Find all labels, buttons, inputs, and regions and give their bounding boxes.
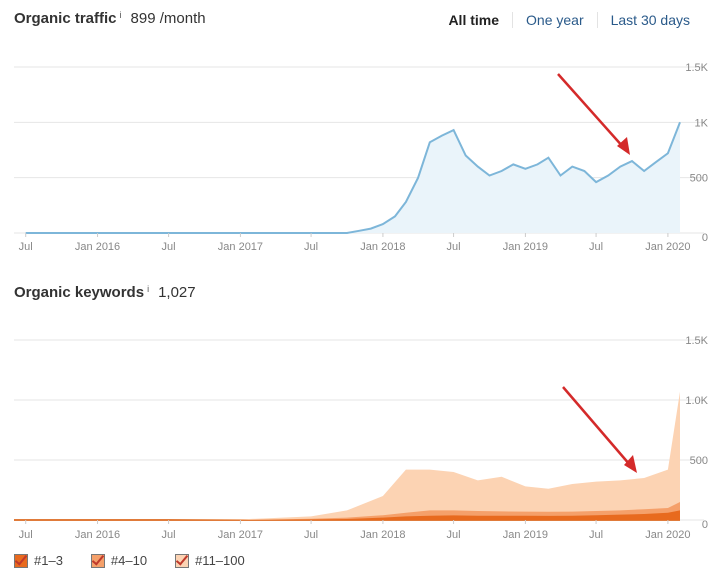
keywords-chart: 1.5K 1.0K 500 0 Jul Jan 2016 Jul Jan 2017 Jul Ja… [14,335,709,541]
traffic-title: Organic traffic [14,10,117,27]
checkbox-icon[interactable] [14,553,28,568]
x-tick-label: Jul [304,529,318,541]
legend-label: #1–3 [34,553,63,568]
legend-item-11-100[interactable]: #11–100 [175,553,245,568]
x-tick-label: Jan 2019 [503,529,548,541]
x-tick-label: Jan 2019 [503,241,548,253]
y-tick-label: 0 [702,232,708,244]
traffic-chart: 1.5K 1K 500 0 Jul Jan 2016 Jul Jan 2017 Jul Jan … [14,62,709,253]
traffic-line [25,121,681,234]
tab-one-year[interactable]: One year [512,12,597,28]
x-tick-label: Jul [589,529,603,541]
x-tick-label: Jan 2020 [645,241,690,253]
keywords-header: Organic keywords i 1,027 [14,284,196,301]
traffic-area [14,122,680,233]
x-tick-label: Jan 2017 [218,241,263,253]
legend: #1–3 #4–10 #11–100 [14,553,273,568]
traffic-value: 899 /month [130,10,206,27]
x-tick-label: Jan 2016 [75,241,120,253]
keywords-value: 1,027 [158,284,196,301]
legend-item-4-10[interactable]: #4–10 [90,553,148,568]
x-tick-label: Jul [19,241,33,253]
y-tick-label: 1K [695,117,709,129]
legend-label: #4–10 [110,553,148,568]
x-tick-label: Jan 2018 [360,529,405,541]
keywords-arrow [562,386,637,473]
tab-last-30-days[interactable]: Last 30 days [596,12,690,28]
x-tick-label: Jul [162,529,176,541]
time-range-tabs: All time One year Last 30 days [448,12,690,28]
legend-item-1-3[interactable]: #1–3 [14,553,63,568]
keywords-area-11-100 [14,391,680,520]
x-tick-label: Jul [589,241,603,253]
traffic-info-icon[interactable]: i [119,10,122,20]
checkbox-icon[interactable] [90,553,105,568]
y-tick-label: 1.5K [685,62,708,74]
x-tick-label: Jul [162,241,176,253]
traffic-arrow [557,73,630,155]
y-tick-label: 500 [690,173,708,185]
x-tick-label: Jul [447,529,461,541]
checkbox-icon[interactable] [175,553,190,568]
legend-label: #11–100 [195,553,245,568]
y-tick-label: 500 [690,455,708,467]
x-tick-label: Jul [19,529,33,541]
y-tick-label: 0 [702,519,708,531]
x-tick-label: Jan 2016 [75,529,120,541]
x-tick-label: Jan 2018 [360,241,405,253]
x-tick-label: Jul [304,241,318,253]
keywords-area-1-3 [14,510,680,520]
keywords-info-icon[interactable]: i [147,284,150,294]
keywords-area-4-10 [14,502,680,520]
traffic-header: Organic traffic i 899 /month [14,10,206,27]
x-tick-label: Jan 2017 [218,529,263,541]
x-tick-label: Jan 2020 [645,529,690,541]
tab-all-time[interactable]: All time [448,12,500,28]
keywords-title: Organic keywords [14,284,145,301]
y-tick-label: 1.0K [685,395,708,407]
x-tick-label: Jul [447,241,461,253]
y-tick-label: 1.5K [685,335,708,347]
